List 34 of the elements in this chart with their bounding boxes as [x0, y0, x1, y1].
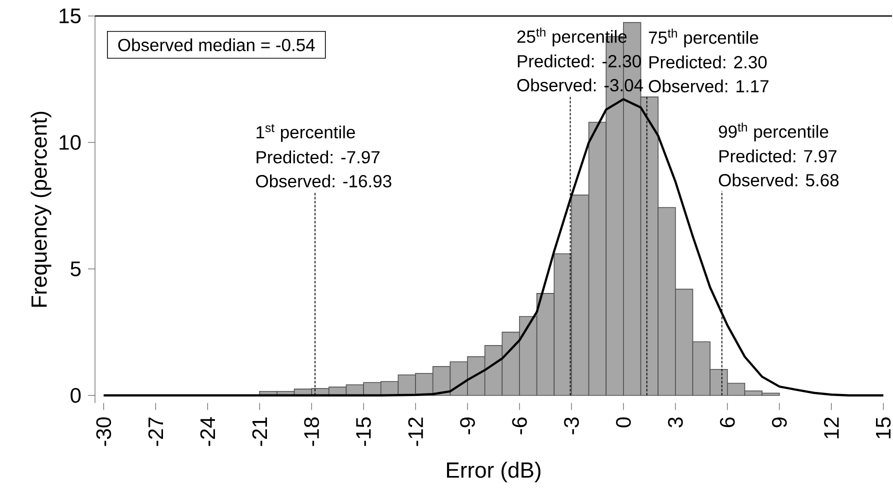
annotation: 99$^{th}$ percentile: [718, 122, 828, 142]
annotation: Predicted: -7.97: [256, 150, 380, 164]
x-tick-label: -27: [148, 418, 163, 446]
y-tick-label: 0: [70, 388, 81, 403]
x-axis-title: Error (dB): [447, 462, 540, 482]
x-tick-label: -9: [460, 418, 475, 434]
x-tick-label: -24: [200, 417, 215, 446]
annotation: Observed: -3.04: [517, 78, 644, 92]
x-tick-label: -21: [252, 418, 267, 446]
y-tick-label: 10: [60, 135, 81, 150]
annotation: Predicted: -2.30: [518, 54, 641, 68]
annotation: Predicted: 7.97: [720, 150, 837, 162]
y-tick-label: 5: [70, 262, 81, 276]
annotation: 1$^{st}$ percentile: [256, 124, 355, 142]
x-tick-label: -18: [304, 417, 320, 446]
x-tick-label: -3: [564, 417, 579, 434]
x-tick-label: 3: [668, 417, 683, 428]
annotation: Predicted: 2.30: [649, 56, 767, 68]
x-tick-label: -15: [356, 417, 371, 446]
x-tick-label: -30: [96, 417, 112, 446]
x-tick-label: 12: [824, 418, 839, 438]
y-axis-title: Frequency (percent): [30, 112, 52, 307]
x-tick-label: 6: [720, 417, 735, 428]
annotation: 75$^{th}$ percentile: [648, 28, 758, 48]
annotation: Observed: 5.68: [718, 174, 839, 186]
x-tick-label: 15: [876, 417, 891, 438]
annotation: Observed: -16.93: [256, 174, 392, 188]
x-tick-label: 0: [616, 417, 631, 428]
annotation: Observed median = -0.54: [118, 38, 315, 52]
x-tick-label: -12: [408, 418, 423, 446]
x-tick-label: -6: [512, 417, 527, 434]
y-tick-label: 15: [60, 8, 81, 24]
annotation: Observed: 1.17: [648, 80, 768, 92]
x-tick-label: 9: [772, 418, 787, 428]
